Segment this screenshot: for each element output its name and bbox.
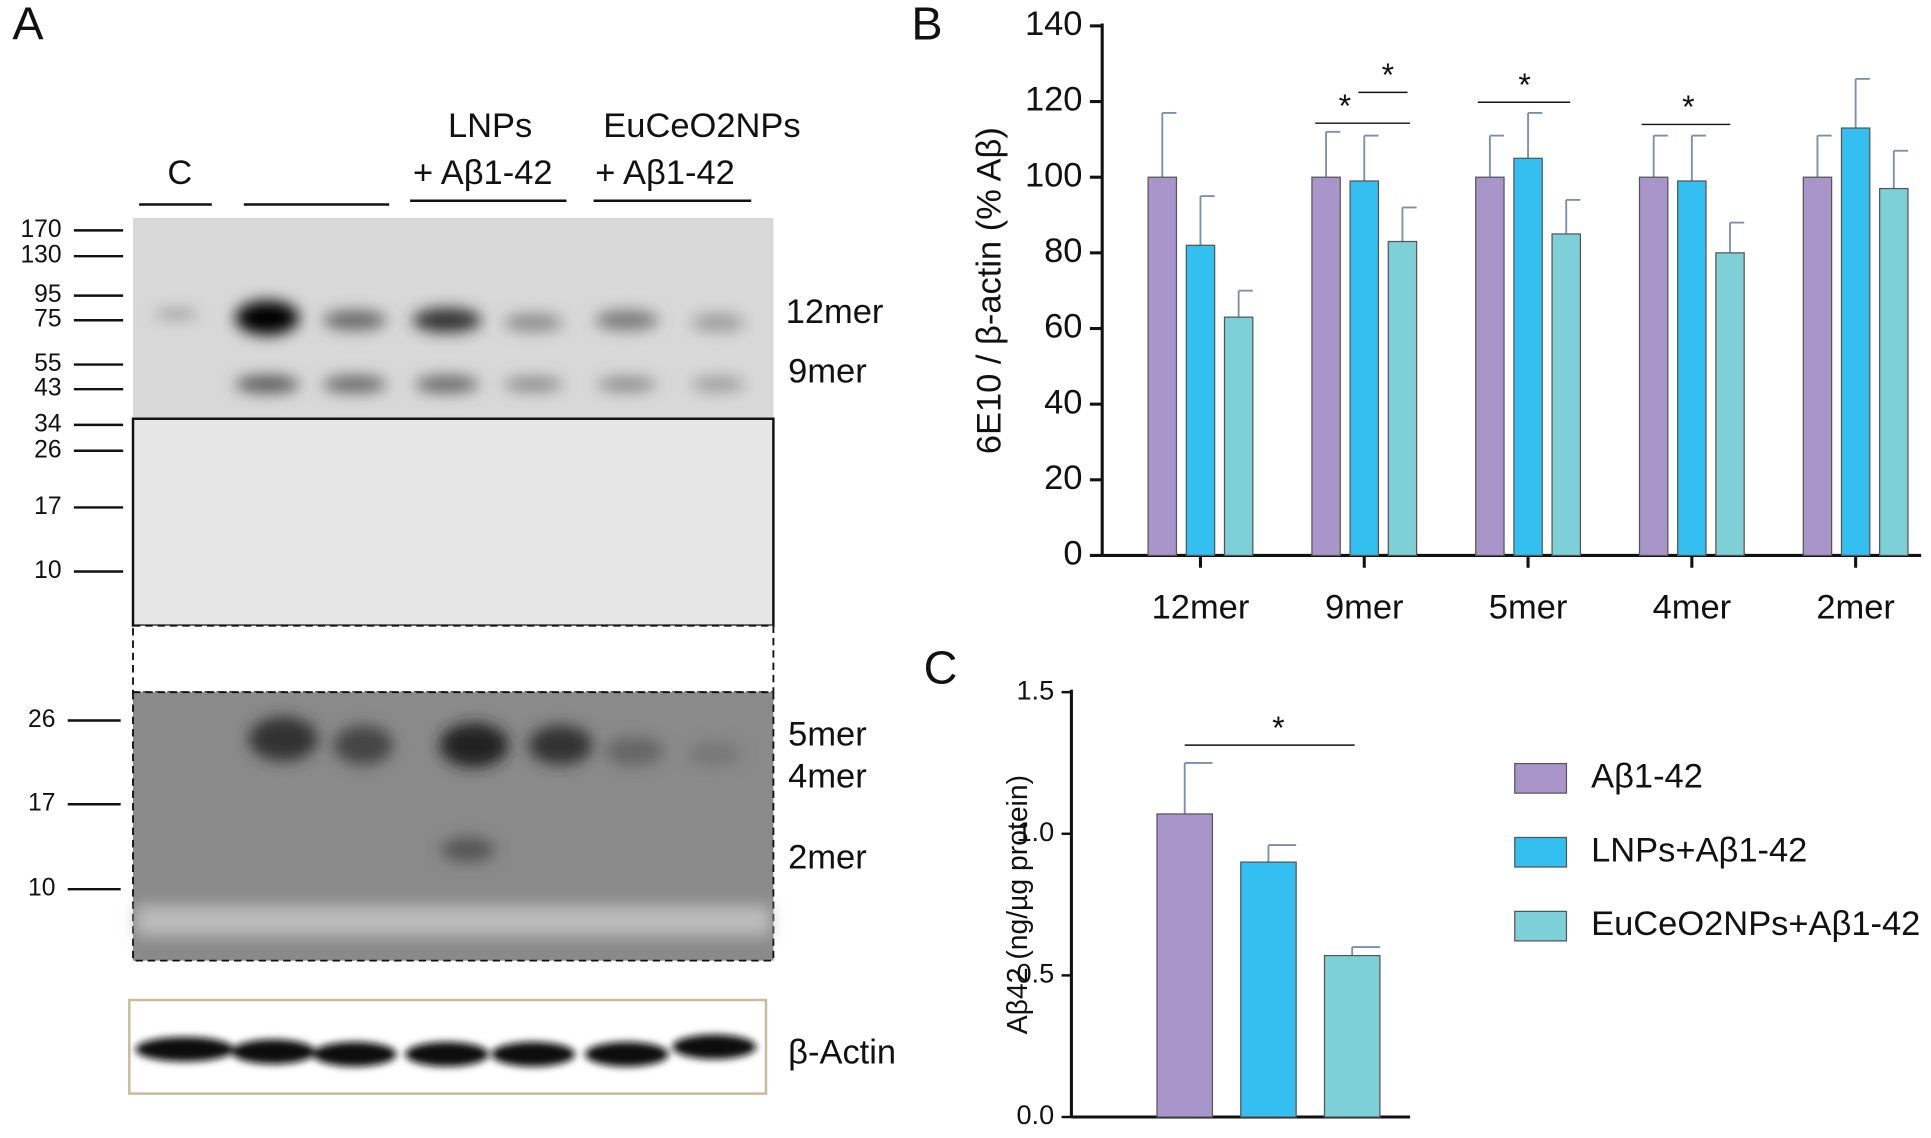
y-tick-label: 140: [1025, 5, 1083, 43]
bar: [1677, 180, 1707, 557]
bar: [1840, 127, 1871, 557]
lane-label: + Aβ1-42: [595, 154, 735, 192]
x-tick-label: 12mer: [1152, 589, 1250, 627]
x-tick-label: 4mer: [1653, 589, 1732, 627]
y-axis-label: Aβ42 (ng/µg protein): [1002, 775, 1034, 1034]
bar: [1551, 233, 1582, 557]
bar: [1638, 176, 1669, 557]
bar: [1715, 252, 1745, 557]
blot-image: [128, 199, 775, 1095]
bar: [1223, 316, 1254, 557]
panel-label: A: [12, 0, 44, 49]
band-label: 12mer: [786, 293, 884, 331]
significance-star: *: [1339, 88, 1351, 124]
x-tick-label: 5mer: [1489, 589, 1568, 627]
lane-label: EuCeO2NPs: [603, 107, 800, 145]
bar: [1185, 244, 1216, 557]
legend-label: Aβ1-42: [1591, 757, 1703, 795]
y-tick-label: 60: [1044, 308, 1082, 346]
y-tick-label: 1.0: [1017, 816, 1055, 847]
lane-label: + Aβ1-42: [413, 154, 553, 192]
bar: [1513, 157, 1543, 557]
y-tick-label: 1.5: [1017, 674, 1055, 705]
y-tick-label: 0: [1063, 535, 1082, 573]
band-label: 9mer: [788, 352, 867, 390]
bar: [1475, 176, 1505, 557]
marker-label: 26: [28, 706, 55, 733]
significance-star: *: [1518, 67, 1530, 103]
legend-swatch: [1514, 762, 1568, 794]
legend-label: LNPs+Aβ1-42: [1591, 831, 1807, 869]
marker-label: 17: [34, 493, 61, 520]
y-tick-label: 20: [1044, 459, 1082, 497]
bar: [1349, 180, 1380, 557]
marker-label: 17: [28, 790, 55, 817]
marker-label: 34: [34, 410, 61, 437]
marker-label: 75: [34, 306, 61, 333]
y-tick-label: 0.5: [1017, 958, 1055, 989]
loading-label: β-Actin: [788, 1033, 896, 1071]
bar: [1802, 176, 1833, 557]
lane-label: C: [167, 154, 192, 192]
y-tick-label: 120: [1025, 81, 1083, 119]
legend-swatch: [1514, 910, 1568, 942]
marker-label: 26: [34, 436, 61, 463]
legend-swatch: [1514, 836, 1568, 868]
marker-label: 55: [34, 350, 61, 377]
marker-label: 130: [20, 242, 61, 269]
y-tick-label: 0.0: [1017, 1099, 1055, 1130]
y-tick-label: 40: [1044, 383, 1082, 421]
bar: [1323, 954, 1381, 1118]
panel-label: B: [911, 0, 942, 49]
bar: [1156, 813, 1214, 1118]
y-tick-label: 100: [1025, 156, 1083, 194]
marker-label: 10: [34, 557, 61, 584]
x-tick-label: 2mer: [1816, 589, 1895, 627]
y-tick-label: 80: [1044, 232, 1082, 270]
lane-label: LNPs: [448, 107, 532, 145]
marker-label: 10: [28, 875, 55, 902]
bar: [1879, 187, 1909, 557]
x-tick-label: 9mer: [1325, 589, 1404, 627]
band-label: 4mer: [788, 757, 867, 795]
band-label: 2mer: [788, 839, 867, 877]
bar: [1311, 176, 1341, 557]
significance-star: *: [1682, 89, 1694, 125]
marker-label: 43: [34, 375, 61, 402]
significance-star: *: [1382, 57, 1394, 93]
marker-label: 170: [20, 216, 61, 243]
legend-label: EuCeO2NPs+Aβ1-42: [1591, 905, 1920, 943]
panel-label: C: [924, 642, 958, 694]
bar: [1240, 861, 1297, 1118]
band-label: 5mer: [788, 716, 867, 754]
y-axis-label: 6E10 / β-actin (% Aβ): [970, 127, 1008, 454]
significance-star: *: [1272, 710, 1284, 746]
bar: [1147, 176, 1178, 557]
bar: [1387, 240, 1418, 557]
marker-label: 95: [34, 281, 61, 308]
